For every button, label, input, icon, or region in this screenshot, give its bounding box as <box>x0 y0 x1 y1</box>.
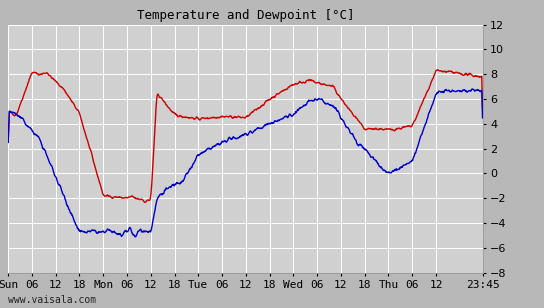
Text: www.vaisala.com: www.vaisala.com <box>8 295 96 305</box>
Text: Temperature and Dewpoint [°C]: Temperature and Dewpoint [°C] <box>137 9 354 22</box>
